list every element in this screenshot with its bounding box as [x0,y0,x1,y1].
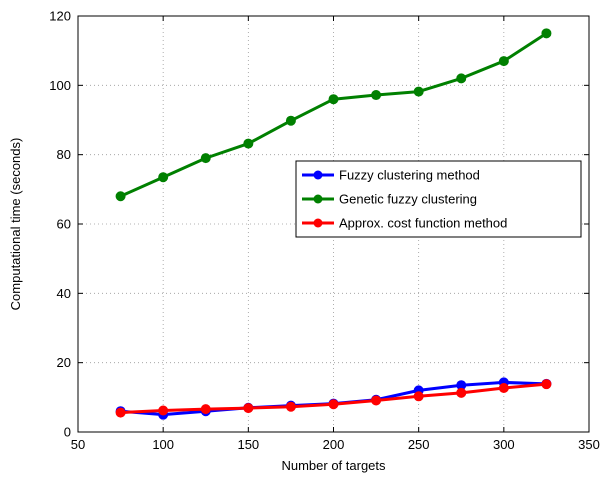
data-point [115,191,126,202]
x-axis-title: Number of targets [281,458,386,473]
y-tick-label: 20 [57,355,71,370]
y-axis-title: Computational time (seconds) [8,138,23,311]
legend-item: Genetic fuzzy clustering [302,192,477,207]
data-point [285,115,296,126]
x-tick-label: 150 [237,437,259,452]
data-point [498,56,509,67]
legend-box [295,160,582,238]
data-point [200,404,211,415]
data-point [243,403,254,414]
legend-label: Genetic fuzzy clustering [339,192,477,207]
axis-ticks: 50 100 150 200 250 300 350 0 20 40 60 80 100 120 [49,9,600,453]
data-point [413,391,424,402]
y-tick-label: 100 [49,78,71,93]
series-3 [115,379,552,418]
data-point [115,407,126,418]
legend-label: Fuzzy clustering method [339,168,480,183]
x-tick-label: 200 [323,437,345,452]
legend: Fuzzy clustering method Genetic fuzzy clu… [295,160,582,238]
data-point [285,401,296,412]
x-tick-label: 250 [408,437,430,452]
series-layer [115,28,552,420]
x-tick-label: 300 [493,437,515,452]
legend-swatch-marker [313,218,323,228]
legend-item: Fuzzy clustering method [302,168,480,183]
data-point [158,172,169,183]
x-tick-label: 100 [152,437,174,452]
y-tick-label: 40 [57,286,71,301]
data-point [371,90,382,101]
data-point [371,395,382,406]
data-point [456,73,467,84]
legend-label: Approx. cost function method [339,216,507,231]
data-point [413,86,424,97]
y-tick-label: 80 [57,147,71,162]
data-point [456,387,467,398]
legend-swatch-marker [313,170,323,180]
data-point [541,379,552,390]
data-point [158,405,169,416]
legend-item: Approx. cost function method [302,216,507,231]
data-point [328,94,339,105]
data-point [541,28,552,39]
data-point [200,153,211,164]
data-point [328,399,339,410]
series-2 [115,28,552,202]
x-tick-label: 350 [578,437,600,452]
x-tick-label: 50 [71,437,85,452]
data-point [243,138,254,149]
y-tick-label: 60 [57,217,71,232]
legend-swatch-marker [313,194,323,204]
y-tick-label: 120 [49,9,71,24]
y-tick-label: 0 [64,425,71,440]
data-point [498,382,509,393]
